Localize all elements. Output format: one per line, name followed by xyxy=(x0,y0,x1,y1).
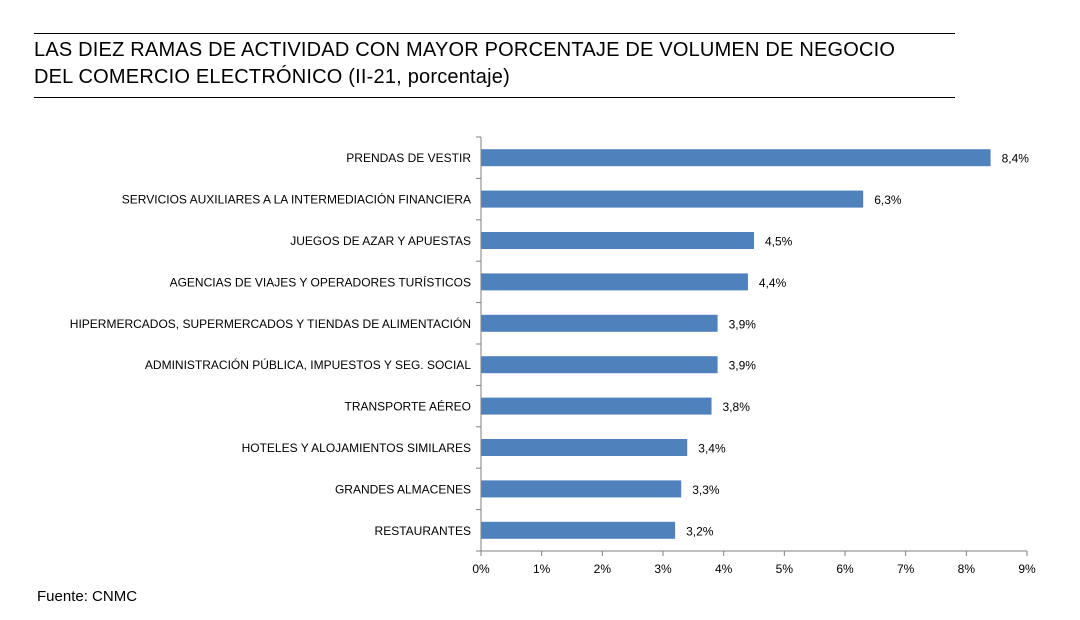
value-label-5: 3,9% xyxy=(729,359,757,373)
category-label-5: ADMINISTRACIÓN PÚBLICA, IMPUESTOS Y SEG.… xyxy=(145,357,471,372)
bar-7 xyxy=(481,439,688,456)
bar-8 xyxy=(481,480,682,498)
x-tick-label-3: 3% xyxy=(654,562,672,576)
bar-2 xyxy=(481,232,754,249)
bar-5 xyxy=(481,356,718,374)
value-label-4: 3,9% xyxy=(729,317,757,331)
category-label-0: PRENDAS DE VESTIR xyxy=(346,151,471,165)
category-label-8: GRANDES ALMACENES xyxy=(335,482,471,496)
category-label-2: JUEGOS DE AZAR Y APUESTAS xyxy=(290,234,471,248)
x-tick-label-5: 5% xyxy=(776,562,794,576)
title-bottom-rule xyxy=(34,97,955,98)
category-label-6: TRANSPORTE AÉREO xyxy=(345,399,471,414)
title-top-rule xyxy=(34,33,955,34)
x-tick-label-2: 2% xyxy=(594,562,612,576)
value-label-8: 3,3% xyxy=(692,483,720,497)
bar-4 xyxy=(481,314,718,332)
value-label-9: 3,2% xyxy=(686,524,714,538)
value-label-2: 4,5% xyxy=(765,235,793,249)
x-tick-label-8: 8% xyxy=(958,562,976,576)
category-label-1: SERVICIOS AUXILIARES A LA INTERMEDIACIÓN… xyxy=(122,192,471,207)
bar-0 xyxy=(481,149,991,167)
x-tick-label-9: 9% xyxy=(1018,562,1036,576)
x-tick-label-4: 4% xyxy=(715,562,733,576)
value-label-3: 4,4% xyxy=(759,276,787,290)
bar-1 xyxy=(481,190,864,208)
chart-title-line-2: DEL COMERCIO ELECTRÓNICO (II-21, porcent… xyxy=(34,66,510,88)
x-tick-label-6: 6% xyxy=(836,562,854,576)
x-tick-label-0: 0% xyxy=(472,562,490,576)
value-label-0: 8,4% xyxy=(1002,152,1030,166)
bar-6 xyxy=(481,397,712,415)
value-label-7: 3,4% xyxy=(698,442,726,456)
category-label-7: HOTELES Y ALOJAMIENTOS SIMILARES xyxy=(242,441,471,455)
category-label-3: AGENCIAS DE VIAJES Y OPERADORES TURÍSTIC… xyxy=(170,274,471,289)
x-tick-label-7: 7% xyxy=(897,562,915,576)
chart-title-line-1: LAS DIEZ RAMAS DE ACTIVIDAD CON MAYOR PO… xyxy=(34,39,896,61)
value-label-6: 3,8% xyxy=(723,400,751,414)
chart-title-block: LAS DIEZ RAMAS DE ACTIVIDAD CON MAYOR PO… xyxy=(34,33,955,98)
x-tick-label-1: 1% xyxy=(533,562,551,576)
category-label-9: RESTAURANTES xyxy=(375,524,471,538)
source-note: Fuente: CNMC xyxy=(37,588,138,605)
value-label-1: 6,3% xyxy=(874,193,902,207)
bar-3 xyxy=(481,273,748,291)
category-label-4: HIPERMERCADOS, SUPERMERCADOS Y TIENDAS D… xyxy=(70,316,471,331)
bar-9 xyxy=(481,521,676,539)
